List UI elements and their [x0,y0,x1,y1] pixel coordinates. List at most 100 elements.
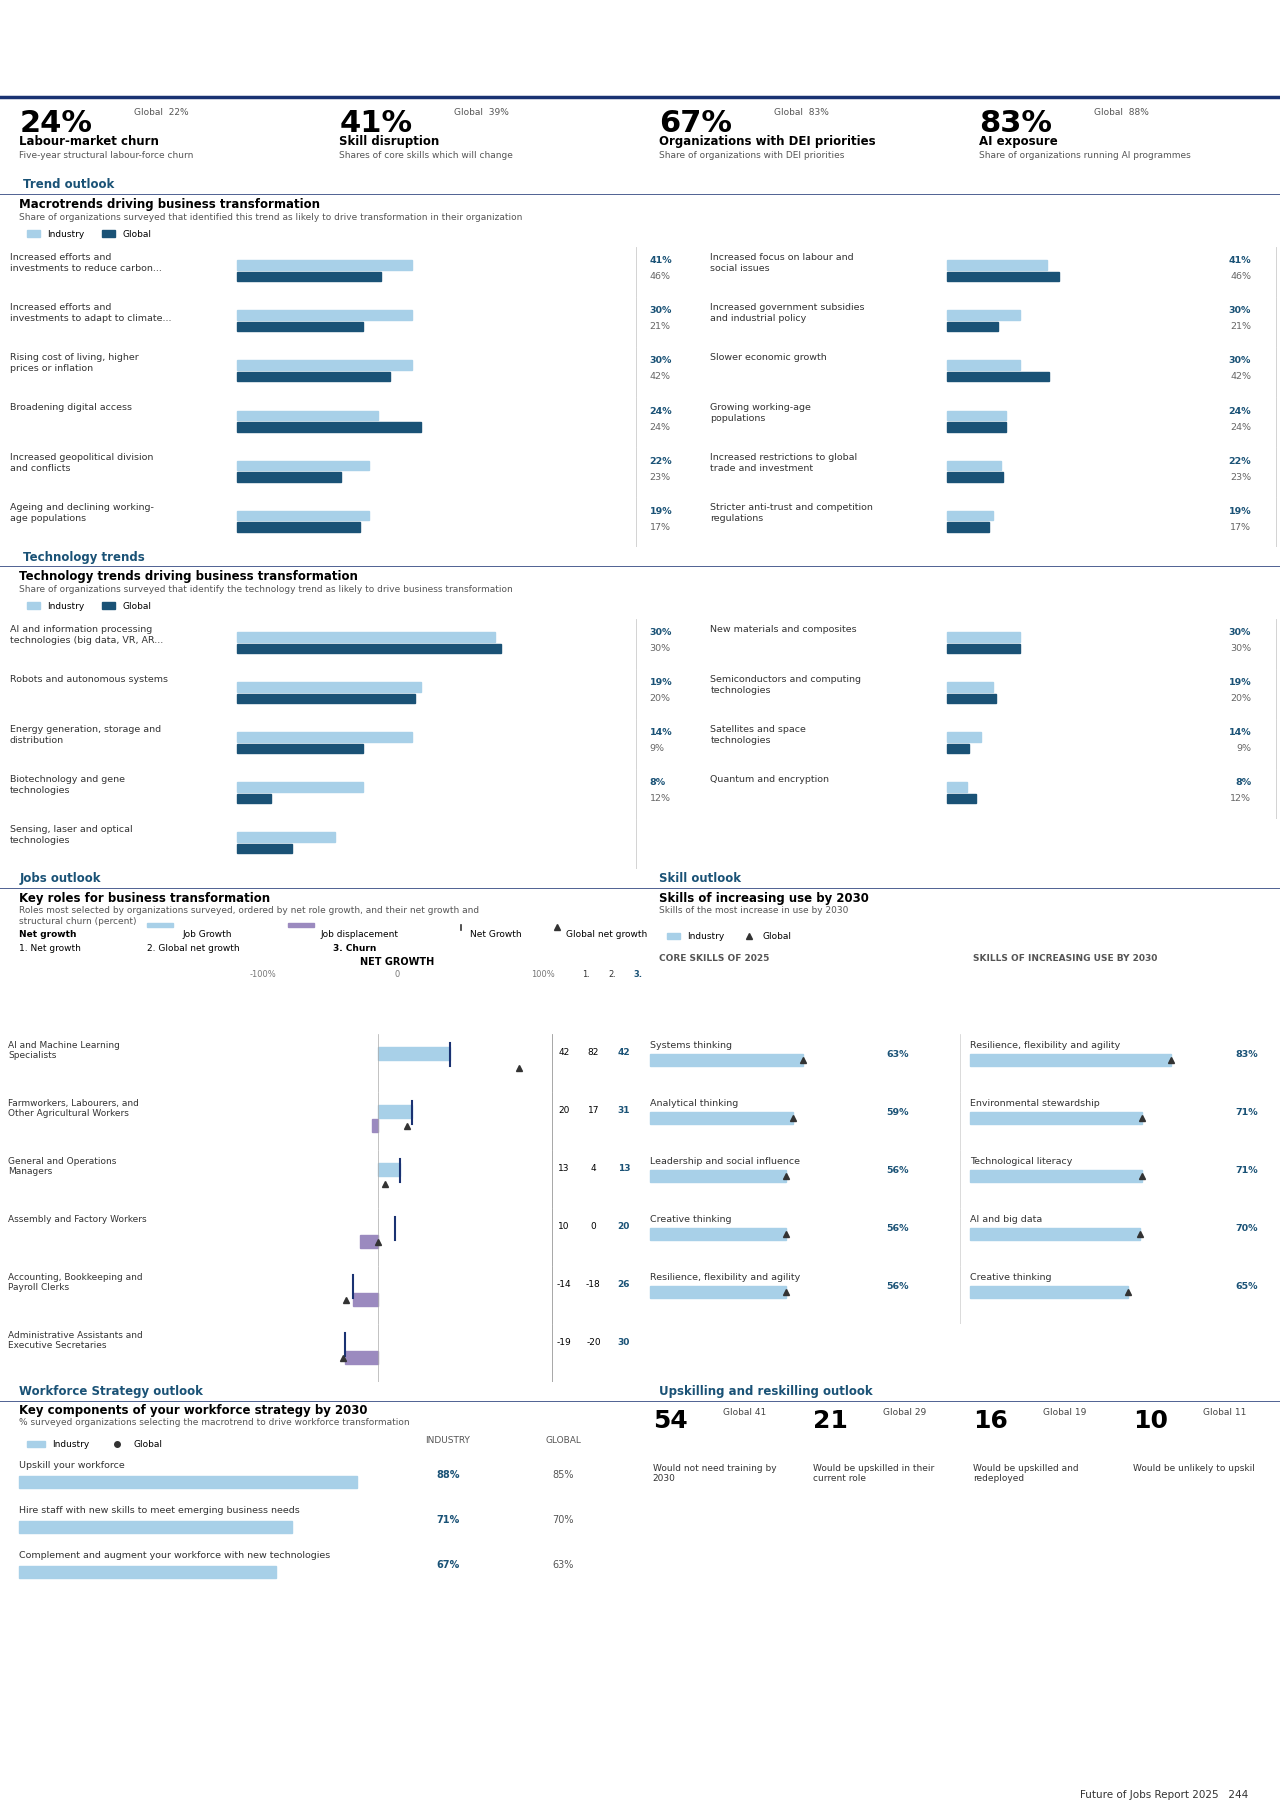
Text: 26: 26 [618,1281,630,1290]
Text: Five-year structural labour-force churn: Five-year structural labour-force churn [19,150,193,159]
Text: 17: 17 [588,1105,599,1114]
Bar [237,461,369,470]
Bar [237,260,412,270]
Text: Global  39%: Global 39% [454,109,509,118]
Text: Creative thinking: Creative thinking [650,1216,731,1225]
Bar [19,1476,357,1489]
Text: 17%: 17% [1230,523,1251,532]
Text: 8%: 8% [650,778,666,787]
Text: Increased efforts and
investments to adapt to climate...: Increased efforts and investments to ada… [10,304,172,322]
Text: 85%: 85% [553,1471,573,1480]
Text: 20: 20 [618,1223,630,1232]
Text: Trend outlook: Trend outlook [23,179,114,192]
Bar [947,360,1020,371]
Text: 2.: 2. [608,970,616,979]
Text: Organizations with DEI priorities: Organizations with DEI priorities [659,136,876,148]
Text: 56%: 56% [886,1165,909,1174]
Text: Upskill your workforce: Upskill your workforce [19,1462,125,1471]
Text: 30: 30 [618,1339,630,1348]
Bar [947,783,966,792]
Bar [237,322,362,331]
Text: 82: 82 [588,1047,599,1056]
Bar [19,1521,292,1534]
Text: Macrotrends driving business transformation: Macrotrends driving business transformat… [19,197,320,210]
Bar [650,1228,786,1241]
Bar [947,311,1020,320]
Text: Skill disruption: Skill disruption [339,136,439,148]
Text: Shares of core skills which will change: Shares of core skills which will change [339,150,513,159]
Bar [372,1120,378,1132]
Text: Job Growth: Job Growth [182,930,232,939]
Text: 30%: 30% [650,356,672,365]
Text: Technology trends: Technology trends [23,550,145,563]
Bar [650,1113,794,1125]
Text: 42%: 42% [650,373,671,382]
Text: 20%: 20% [650,695,671,704]
Text: Leadership and social influence: Leadership and social influence [650,1158,800,1167]
Text: -18: -18 [586,1281,600,1290]
Text: 17%: 17% [650,523,671,532]
Text: 24%: 24% [650,407,672,416]
Text: 30%: 30% [1229,628,1251,637]
Text: Energy generation, storage and
distribution: Energy generation, storage and distribut… [10,725,161,745]
Bar [237,733,412,742]
Bar [947,695,996,704]
Bar [970,1113,1142,1125]
Bar [19,1567,276,1579]
Text: 1 / 2: 1 / 2 [630,7,650,16]
Text: Share of organizations with DEI priorities: Share of organizations with DEI prioriti… [659,150,845,159]
Text: Increased restrictions to global
trade and investment: Increased restrictions to global trade a… [710,454,858,472]
Text: 83%: 83% [979,109,1052,139]
Text: Future of Jobs Report 2025   244: Future of Jobs Report 2025 244 [1080,1789,1248,1800]
Text: Skills of the most increase in use by 2030: Skills of the most increase in use by 20… [659,906,849,915]
Text: 20%: 20% [1230,695,1251,704]
Bar [361,1236,378,1248]
Text: Satellites and space
technologies: Satellites and space technologies [710,725,806,745]
Text: 88%: 88% [436,1471,460,1480]
Text: Creative thinking: Creative thinking [970,1274,1051,1283]
Text: Sensing, laser and optical
technologies: Sensing, laser and optical technologies [10,825,132,845]
Text: Increased efforts and
investments to reduce carbon...: Increased efforts and investments to red… [10,253,161,273]
Text: Rising cost of living, higher
prices or inflation: Rising cost of living, higher prices or … [10,353,138,373]
Bar [947,322,998,331]
Text: AI and Machine Learning
Specialists: AI and Machine Learning Specialists [8,1040,120,1060]
Text: 24%: 24% [1230,423,1251,432]
Text: 71%: 71% [436,1514,460,1525]
Text: 41%: 41% [339,109,412,139]
Bar [237,311,412,320]
Text: 54: 54 [653,1409,687,1433]
Text: 3.: 3. [634,970,643,979]
Text: Global  88%: Global 88% [1094,109,1149,118]
Text: Net Growth: Net Growth [471,930,522,939]
Legend: Industry, Global: Industry, Global [664,928,795,944]
Legend: Industry, Global: Industry, Global [24,599,155,615]
Text: Global 29: Global 29 [883,1407,927,1416]
Text: 71%: 71% [1235,1165,1257,1174]
Bar [237,633,495,642]
Bar [237,695,415,704]
Legend: Industry, Global: Industry, Global [24,1436,166,1453]
Text: 19%: 19% [1229,678,1251,687]
Text: 20: 20 [558,1105,570,1114]
Text: 14%: 14% [1229,729,1251,738]
Text: 12%: 12% [1230,794,1251,803]
Text: Resilience, flexibility and agility: Resilience, flexibility and agility [650,1274,800,1283]
Text: 30%: 30% [1229,306,1251,315]
Text: 24%: 24% [650,423,671,432]
Bar [947,472,1004,481]
Text: Industry Profile: Industry Profile [23,7,92,16]
Bar [237,682,421,693]
Text: 16: 16 [973,1409,1007,1433]
Text: Increased government subsidies
and industrial policy: Increased government subsidies and indus… [710,304,865,322]
Text: 2. Global net growth: 2. Global net growth [147,944,239,953]
Bar [970,1053,1171,1067]
Text: Global 19: Global 19 [1043,1407,1087,1416]
Bar [237,271,381,282]
Text: 23%: 23% [650,472,671,481]
Text: 23%: 23% [1230,472,1251,481]
Text: Share of organizations surveyed that identify the technology trend as likely to : Share of organizations surveyed that ide… [19,584,513,593]
Text: Would be unlikely to upskil: Would be unlikely to upskil [1133,1463,1254,1473]
Text: NET GROWTH: NET GROWTH [360,957,434,968]
Bar [147,923,173,928]
Text: Administrative Assistants and
Executive Secretaries: Administrative Assistants and Executive … [8,1331,143,1350]
